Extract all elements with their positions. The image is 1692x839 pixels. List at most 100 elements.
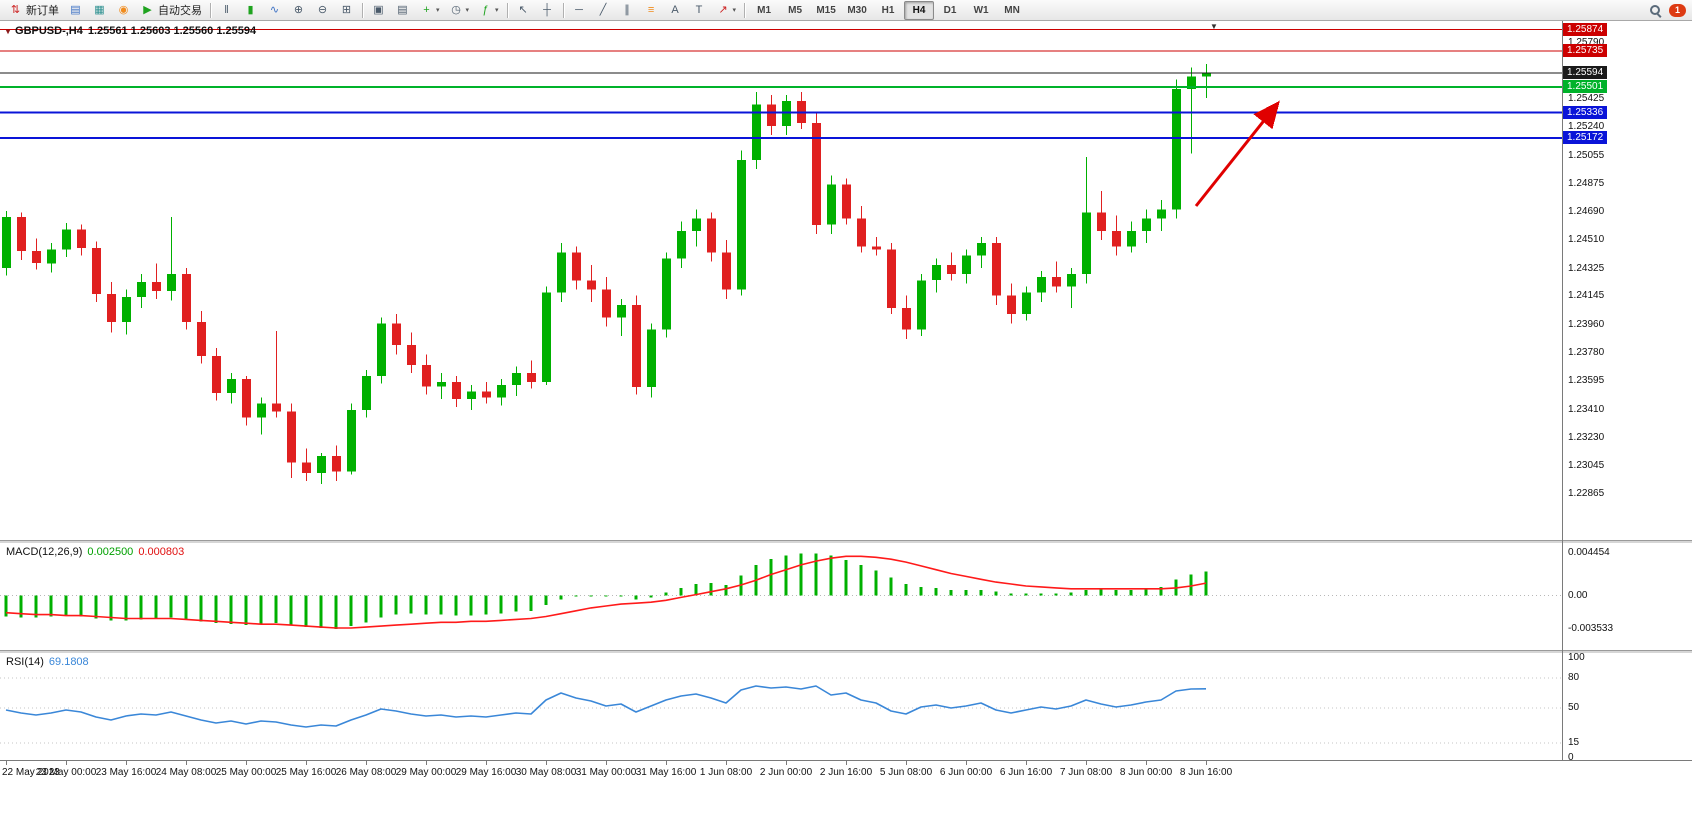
zoom-out-button[interactable]: ⊖	[311, 0, 334, 20]
candle-body	[842, 184, 851, 219]
axis-tick-label: 1.25425	[1568, 92, 1605, 104]
arrows-tool-button[interactable]: ↗ ▾	[712, 0, 741, 20]
cursor-tool-button[interactable]: ↖	[512, 0, 535, 20]
timeframe-m15-button[interactable]: M15	[816, 4, 836, 16]
toolbar-separator	[506, 2, 508, 18]
macd-name: MACD(12,26,9)	[6, 546, 83, 558]
price-axis[interactable]: 1.25790 1.25425 1.25240 1.25055 1.24875 1.246…	[1563, 21, 1692, 763]
candle-body	[1142, 218, 1151, 231]
axis-tick-label: 1.24325	[1568, 262, 1605, 274]
new-order-label: 新订单	[26, 5, 59, 17]
search-icon[interactable]	[1648, 3, 1663, 18]
tile-windows-button[interactable]: ⊞	[335, 0, 358, 20]
price-axis-border	[1562, 21, 1563, 760]
macd-histogram-bar	[94, 595, 98, 619]
macd-panel[interactable]	[0, 544, 1563, 650]
symbol-caret-icon: ▾	[6, 26, 11, 36]
rsi-panel[interactable]	[0, 654, 1563, 760]
candle-body	[992, 243, 1001, 296]
timeframe-m30-button[interactable]: M30	[847, 4, 867, 16]
candle-body	[152, 281, 161, 292]
candle-body	[107, 294, 116, 322]
candle-body	[272, 403, 281, 412]
cascade-windows-button[interactable]: ▣	[367, 0, 390, 20]
new-order-button[interactable]: ⇅ 新订单	[4, 0, 63, 20]
panel-splitter[interactable]	[0, 650, 1692, 654]
candle-body	[92, 247, 101, 295]
candle-body	[887, 249, 896, 308]
new-chart-button[interactable]: + ▾	[415, 0, 444, 20]
timeframe-h1-button[interactable]: H1	[881, 4, 895, 16]
arrange-windows-button[interactable]: ▤	[391, 0, 414, 20]
timeframe-m5-button[interactable]: M5	[788, 4, 803, 16]
candle-body	[917, 280, 926, 330]
time-axis-label: 6 Jun 00:00	[939, 767, 993, 778]
macd-histogram-bar	[1144, 588, 1148, 596]
horizontal-line-tool-button[interactable]: ─	[568, 0, 591, 20]
timeframe-mn-button[interactable]: MN	[1004, 4, 1020, 16]
notification-badge[interactable]: 1	[1669, 3, 1686, 17]
timeframe-w1-button[interactable]: W1	[973, 4, 989, 16]
macd-signal-value: 0.000803	[138, 546, 185, 558]
time-tick	[1026, 761, 1027, 765]
data-window-button[interactable]: ▦	[88, 0, 111, 20]
candle-body	[632, 305, 641, 387]
macd-histogram-bar	[139, 595, 143, 620]
auto-trading-button[interactable]: ▶ 自动交易	[136, 0, 206, 20]
time-axis-label: 1 Jun 08:00	[699, 767, 753, 778]
text-label-tool-button[interactable]: T	[688, 0, 711, 20]
candlestick-icon: ▮	[247, 3, 254, 16]
zoom-in-button[interactable]: ⊕	[287, 0, 310, 20]
time-axis-label: 23 May 00:00	[35, 767, 97, 778]
time-tick	[66, 761, 67, 765]
timeframe-d1-button[interactable]: D1	[943, 4, 957, 16]
metaquotes-logo-icon: ◉	[118, 3, 129, 16]
trendline-tool-button[interactable]: ╱	[592, 0, 615, 20]
bar-chart-mode-button[interactable]: ‖	[215, 0, 238, 20]
indicators-button[interactable]: ƒ ▾	[474, 0, 503, 20]
symbol-header: ▾ GBPUSD-,H4 1.25561 1.25603 1.25560 1.2…	[6, 25, 256, 37]
rsi-label: RSI(14) 69.1808	[6, 656, 89, 668]
text-tool-button[interactable]: A	[664, 0, 687, 20]
chart-shift-marker[interactable]: ▼	[1210, 22, 1218, 31]
symbol-ohlc: 1.25561 1.25603 1.25560 1.25594	[87, 25, 257, 37]
time-tick	[846, 761, 847, 765]
candle-body	[902, 308, 911, 330]
crosshair-tool-button[interactable]: ┼	[536, 0, 559, 20]
macd-histogram-bar	[679, 587, 683, 596]
time-axis-label: 31 May 00:00	[575, 767, 637, 778]
candlestick-chart[interactable]	[0, 21, 1563, 540]
macd-histogram-bar	[19, 595, 23, 618]
macd-histogram-bar	[514, 595, 518, 612]
macd-histogram-bar	[934, 587, 938, 596]
candle-body	[947, 264, 956, 275]
macd-histogram-bar	[904, 584, 908, 596]
chart-window-button[interactable]: ▤	[64, 0, 87, 20]
rsi-value: 69.1808	[48, 656, 89, 668]
periods-button[interactable]: ◷ ▾	[445, 0, 474, 20]
time-axis[interactable]: 22 May 2023 23 May 00:00 23 May 16:00 24 Ma…	[0, 760, 1692, 783]
candle-body	[962, 255, 971, 275]
axis-tick-label: 1.23230	[1568, 431, 1605, 443]
time-axis-label: 6 Jun 16:00	[999, 767, 1053, 778]
time-tick	[6, 761, 7, 765]
macd-histogram-bar	[79, 595, 83, 617]
fibonacci-tool-button[interactable]: ≡	[640, 0, 663, 20]
time-tick	[246, 761, 247, 765]
metaquotes-logo-button[interactable]: ◉	[112, 0, 135, 20]
candle-body	[302, 462, 311, 474]
candle-body	[77, 229, 86, 248]
timeframe-h4-button[interactable]: H4	[904, 0, 935, 20]
candlestick-mode-button[interactable]: ▮	[239, 0, 262, 20]
timeframe-m1-button[interactable]: M1	[757, 4, 772, 16]
time-tick	[1206, 761, 1207, 765]
arrow-annotation[interactable]	[1194, 100, 1280, 207]
line-chart-mode-button[interactable]: ∿	[263, 0, 286, 20]
axis-tick-label: 1.24145	[1568, 290, 1605, 302]
macd-histogram-bar	[4, 595, 8, 617]
toolbar-separator	[744, 2, 746, 18]
macd-histogram-bar	[1024, 593, 1028, 596]
candle-body	[1187, 76, 1196, 89]
channel-tool-button[interactable]: ∥	[616, 0, 639, 20]
panel-splitter[interactable]	[0, 540, 1692, 544]
